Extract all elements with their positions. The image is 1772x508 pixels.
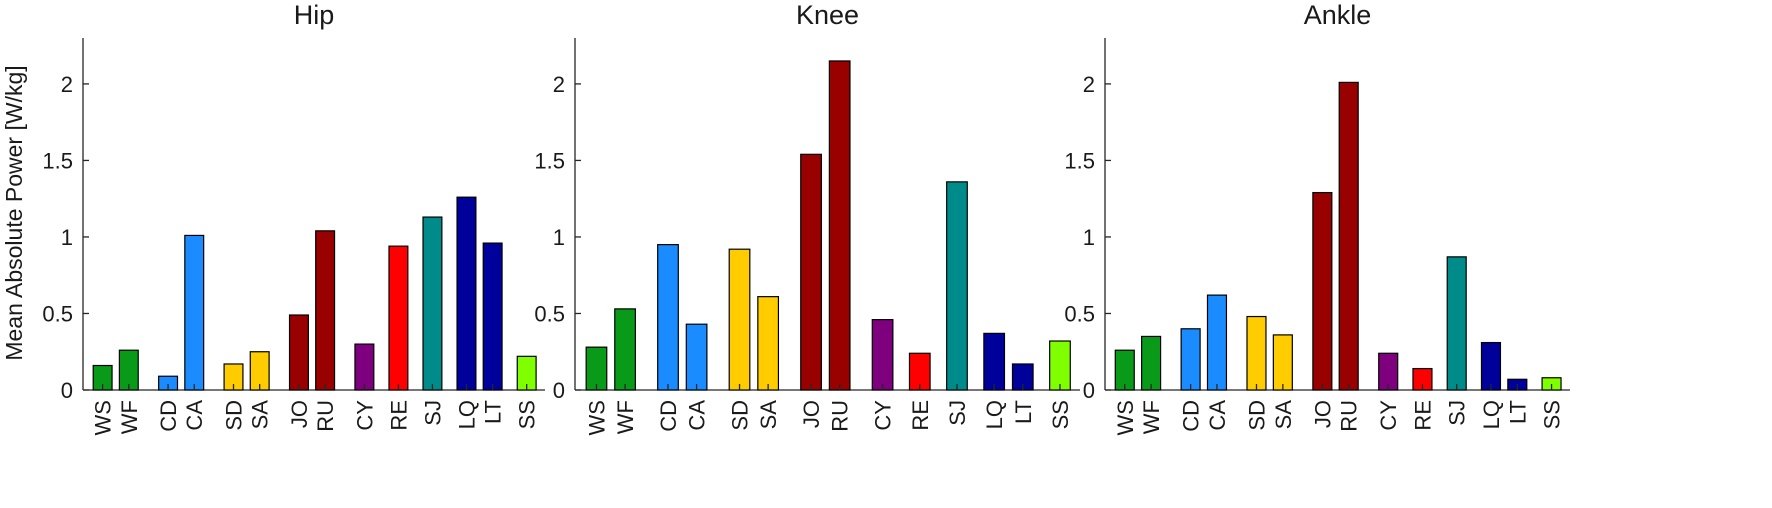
hip-x-tick-label: RE	[386, 400, 411, 431]
hip-x-tick-label: CA	[182, 400, 207, 431]
ankle-bar-sj	[1446, 256, 1467, 391]
hip-bar-cy	[354, 343, 375, 391]
knee-bar-ru	[828, 60, 851, 391]
ankle-bar-ca	[1206, 294, 1228, 391]
ankle-x-tick-label: CD	[1179, 400, 1204, 432]
ankle-bar-ru	[1338, 81, 1359, 391]
hip-x-tick-label: CD	[156, 400, 181, 432]
hip-x-tick-label: LT	[481, 400, 506, 424]
knee-x-tick-label: CY	[871, 400, 896, 431]
ankle-x-tick-label: SS	[1540, 400, 1565, 429]
ankle-x-tick-label: SJ	[1445, 400, 1470, 426]
hip-y-tick-label: 2	[61, 72, 73, 97]
knee-bar-jo	[800, 153, 822, 391]
knee-bar-ws	[585, 346, 608, 391]
ankle-x-tick-label: CY	[1376, 400, 1401, 431]
hip-bar-ru	[315, 230, 336, 391]
knee-bar-lq	[983, 332, 1006, 391]
hip-x-tick-label: SS	[515, 400, 540, 429]
y-axis-label: Mean Absolute Power [W/kg]	[1, 65, 27, 360]
hip-x-tick-label: SA	[248, 400, 273, 430]
knee-bar-sa	[757, 296, 780, 391]
hip-x-tick-label: RU	[313, 400, 338, 432]
ankle-y-tick-label: 0.5	[1064, 301, 1095, 326]
knee-x-tick-label: SA	[756, 400, 781, 430]
knee-x-tick-label: CA	[685, 400, 710, 431]
hip-bar-re	[388, 245, 409, 391]
knee-x-tick-label: JO	[799, 400, 824, 428]
knee-x-tick-label: CD	[656, 400, 681, 432]
knee-x-tick-label: LQ	[982, 400, 1007, 429]
ankle-x-tick-label: SA	[1271, 400, 1296, 430]
hip-x-tick-label: JO	[287, 400, 312, 428]
ankle-x-tick-label: SD	[1244, 400, 1269, 431]
hip-x-tick-label: SD	[222, 400, 247, 431]
hip-bar-lq	[456, 196, 477, 391]
hip-bar-jo	[288, 314, 309, 391]
ankle-x-tick-label: RU	[1337, 400, 1362, 432]
ankle-x-tick-label: RE	[1410, 400, 1435, 431]
knee-y-tick-label: 1	[553, 225, 565, 250]
knee-x-tick-label: RE	[908, 400, 933, 431]
ankle-y-tick-label: 0	[1083, 378, 1095, 403]
ankle-bar-lq	[1480, 341, 1502, 391]
hip-y-tick-label: 1	[61, 225, 73, 250]
knee-y-tick-label: 1.5	[534, 148, 565, 173]
knee-x-tick-label: SS	[1048, 400, 1073, 429]
hip-x-tick-label: WF	[117, 400, 142, 434]
ankle-bar-sd	[1246, 315, 1267, 391]
knee-x-tick-label: LT	[1011, 400, 1036, 424]
ankle-title: Ankle	[1304, 0, 1372, 30]
hip-title: Hip	[294, 0, 335, 30]
knee-bar-sj	[946, 181, 968, 391]
knee-bar-sd	[728, 248, 751, 391]
ankle-x-tick-label: WS	[1113, 400, 1138, 435]
knee-bar-cd	[657, 244, 679, 391]
hip-bar-ca	[184, 234, 205, 391]
hip-bar-lt	[482, 242, 503, 391]
knee-x-tick-label: RU	[828, 400, 853, 432]
knee-x-tick-label: SJ	[945, 400, 970, 426]
ankle-y-tick-label: 1	[1083, 225, 1095, 250]
ankle-x-tick-label: CA	[1205, 400, 1230, 431]
hip-y-tick-label: 0	[61, 378, 73, 403]
ankle-bar-wf	[1141, 335, 1162, 391]
ankle-x-tick-label: JO	[1310, 400, 1335, 428]
knee-bar-wf	[614, 308, 636, 391]
hip-x-tick-label: SJ	[420, 400, 445, 426]
knee-bar-cy	[871, 319, 894, 391]
knee-x-tick-label: SD	[728, 400, 753, 431]
ankle-bar-cd	[1180, 328, 1201, 391]
knee-x-tick-label: WS	[584, 400, 609, 435]
knee-title: Knee	[796, 0, 859, 30]
ankle-x-tick-label: LQ	[1479, 400, 1504, 429]
knee-bar-ca	[685, 323, 708, 391]
hip-x-tick-label: LQ	[454, 400, 479, 429]
ankle-y-tick-label: 1.5	[1064, 148, 1095, 173]
hip-bar-sj	[422, 216, 443, 391]
hip-y-tick-label: 1.5	[42, 148, 73, 173]
hip-x-tick-label: WS	[91, 400, 116, 435]
hip-x-tick-label: CY	[352, 400, 377, 431]
ankle-bar-sa	[1272, 334, 1293, 391]
knee-y-tick-label: 0.5	[534, 301, 565, 326]
ankle-x-tick-label: LT	[1505, 400, 1530, 424]
ankle-bar-jo	[1312, 191, 1333, 391]
ankle-x-tick-label: WF	[1139, 400, 1164, 434]
ankle-y-tick-label: 2	[1083, 72, 1095, 97]
knee-y-tick-label: 0	[553, 378, 565, 403]
knee-y-tick-label: 2	[553, 72, 565, 97]
knee-x-tick-label: WF	[613, 400, 638, 434]
knee-bar-ss	[1049, 340, 1071, 391]
hip-y-tick-label: 0.5	[42, 301, 73, 326]
